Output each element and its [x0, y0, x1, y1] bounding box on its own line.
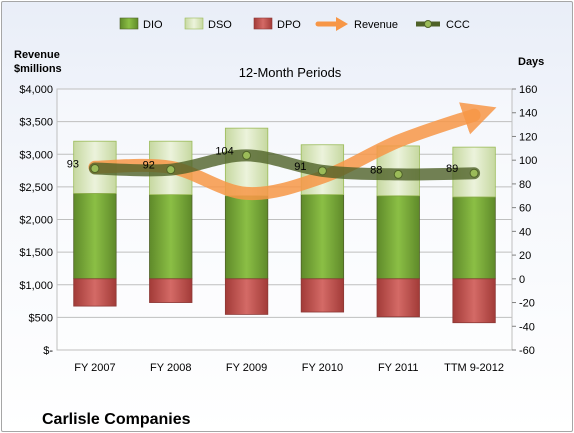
legend-arrow-icon	[336, 17, 348, 31]
ccc-data-label: 93	[67, 158, 79, 170]
y-left-tick-label: $4,000	[19, 84, 53, 96]
x-tick-label: FY 2008	[150, 362, 191, 374]
y-left-tick-label: $2,500	[19, 182, 53, 194]
y-left-tick-label: $500	[29, 312, 53, 324]
legend: DIO DSO DPO Revenue CCC	[119, 17, 470, 31]
legend-swatch-dpo	[253, 17, 273, 30]
ccc-point	[317, 166, 327, 176]
y-left-tick-label: $2,000	[19, 215, 53, 227]
ccc-data-label: 91	[294, 161, 306, 173]
y-right-tick-label: -20	[519, 298, 535, 310]
y-right-tick-label: -40	[519, 321, 535, 333]
bar-dio	[376, 195, 420, 280]
bar-dio	[149, 194, 193, 280]
y-right-tick-label: 80	[519, 179, 531, 191]
y-right-tick-label: 20	[519, 250, 531, 262]
y-right-tick-label: 140	[519, 108, 537, 120]
legend-label-ccc: CCC	[446, 19, 470, 31]
ccc-data-label: 104	[215, 145, 233, 157]
legend-label-dio: DIO	[143, 19, 163, 31]
y-right-tick-label: 0	[519, 274, 525, 286]
bar-dio	[224, 195, 269, 280]
y-right-tick-label: 120	[519, 131, 537, 143]
y-left-title-line1: Revenue	[14, 49, 60, 61]
x-tick-label: FY 2009	[226, 362, 267, 374]
bar-dpo	[300, 278, 345, 313]
y-right-tick-label: 60	[519, 203, 531, 215]
legend-item-dso: DSO	[184, 17, 232, 31]
y-left-tick-label: $3,500	[19, 117, 53, 129]
chart-subtitle: 12-Month Periods	[239, 65, 342, 80]
ccc-data-label: 88	[370, 164, 382, 176]
company-name: Carlisle Companies	[42, 411, 191, 428]
ccc-data-label: 89	[446, 163, 458, 175]
legend-swatch-dio	[119, 17, 139, 30]
ccc-line	[88, 149, 481, 181]
x-tick-label: FY 2007	[74, 362, 115, 374]
legend-item-ccc: CCC	[416, 19, 470, 31]
x-tick-label: FY 2011	[378, 362, 419, 374]
ccc-series: 93 92 104 91 88 89	[67, 145, 481, 181]
y-left-tick-label: $1,500	[19, 247, 53, 259]
bar-dpo	[376, 278, 420, 318]
bar-dio	[73, 192, 117, 280]
legend-item-revenue: Revenue	[315, 17, 398, 31]
legend-swatch-dso	[184, 17, 204, 30]
y-right-tick-label: 100	[519, 155, 537, 167]
bar-dpo	[224, 278, 269, 315]
y-left-tick-label: $1,000	[19, 280, 53, 292]
y-right-tick-label: -60	[519, 345, 535, 357]
legend-item-dpo: DPO	[253, 17, 301, 31]
y-right-tick-label: 160	[519, 84, 537, 96]
ccc-point	[242, 150, 252, 160]
y-left-title-line2: $millions	[14, 63, 62, 75]
x-axis-labels: FY 2007 FY 2008 FY 2009 FY 2010 FY 2011 TTM 9…	[74, 362, 504, 374]
left-axis-ticks: $- $500 $1,000 $1,500 $2,000 $2,500 $3,000 $3,5…	[19, 84, 53, 357]
ccc-point	[90, 163, 100, 173]
y-left-tick-label: $3,000	[19, 149, 53, 161]
y-left-tick-label: $-	[43, 345, 53, 357]
y-right-title: Days	[518, 56, 544, 68]
bar-dpo	[149, 278, 193, 303]
ccc-point	[469, 168, 479, 178]
ccc-point	[393, 169, 403, 179]
ccc-data-label: 92	[143, 160, 155, 172]
legend-label-dso: DSO	[208, 19, 232, 31]
bar-dio	[452, 196, 496, 280]
legend-label-dpo: DPO	[277, 19, 301, 31]
y-right-tick-label: 40	[519, 226, 531, 238]
x-tick-label: TTM 9-2012	[444, 362, 504, 374]
legend-label-revenue: Revenue	[354, 19, 398, 31]
bar-dio	[300, 194, 345, 280]
legend-marker-icon	[424, 20, 432, 28]
ccc-point	[166, 165, 176, 175]
bar-dpo	[452, 278, 496, 324]
x-tick-label: FY 2010	[302, 362, 343, 374]
right-axis-ticks: -60 -40 -20 0 20 40 60 80 100 120 140 160	[512, 84, 537, 357]
legend-item-dio: DIO	[119, 17, 163, 31]
bar-dpo	[73, 278, 117, 307]
